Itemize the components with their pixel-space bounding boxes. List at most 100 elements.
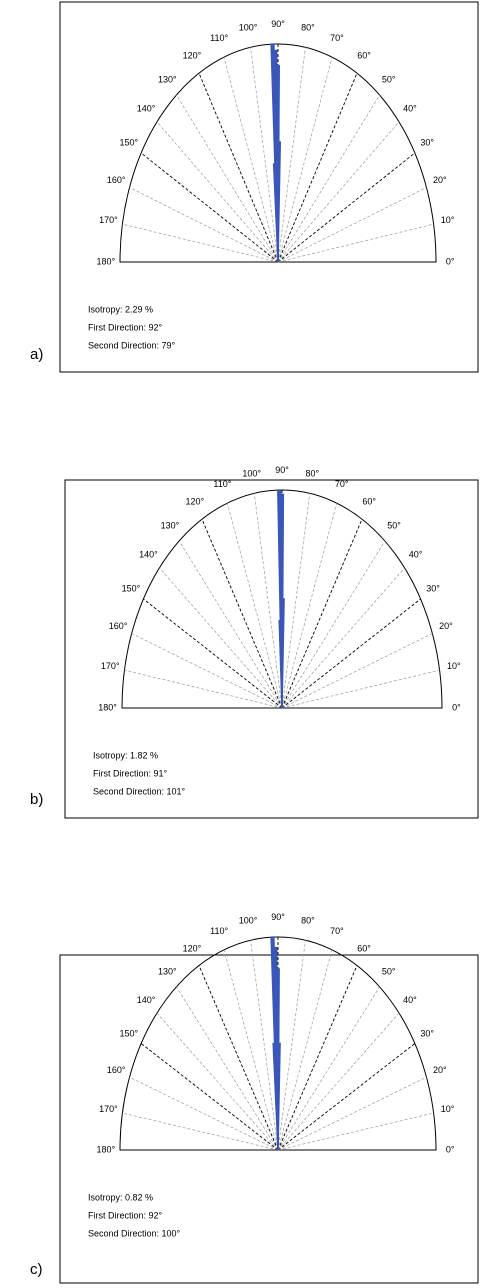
theta-tick-label: 100° xyxy=(239,22,258,32)
theta-tick-label: 60° xyxy=(362,497,376,507)
theta-tick-label: 40° xyxy=(409,550,423,560)
theta-tick-label: 30° xyxy=(426,584,440,594)
annotation: Second Direction: 79° xyxy=(88,340,176,350)
grid-line xyxy=(277,223,434,263)
grid-line xyxy=(277,1043,416,1151)
grid-line xyxy=(281,519,363,709)
theta-tick-label: 120° xyxy=(183,51,202,61)
grid-line xyxy=(277,73,358,263)
grid-line xyxy=(122,1112,279,1151)
annotation: Second Direction: 101° xyxy=(93,786,186,796)
grid-line xyxy=(253,493,283,709)
grid-line xyxy=(277,965,358,1151)
theta-tick-label: 60° xyxy=(357,51,371,61)
rose-wedge xyxy=(278,620,283,709)
theta-tick-label: 10° xyxy=(447,661,461,671)
grid-line xyxy=(223,57,279,263)
grid-line xyxy=(281,669,440,709)
grid-line xyxy=(124,669,283,709)
theta-tick-label: 0° xyxy=(446,256,455,266)
theta-tick-label: 70° xyxy=(330,926,344,936)
theta-tick-label: 120° xyxy=(185,497,204,507)
annotation: Second Direction: 100° xyxy=(88,1228,181,1238)
grid-line xyxy=(201,519,283,709)
annotation: Isotropy: 1.82 % xyxy=(93,750,158,760)
polar-outline xyxy=(121,489,443,709)
annotation: Isotropy: 2.29 % xyxy=(88,304,153,314)
theta-tick-label: 150° xyxy=(122,584,141,594)
theta-tick-label: 80° xyxy=(301,916,315,926)
theta-tick-label: 0° xyxy=(446,1144,455,1154)
grid-line xyxy=(277,121,400,263)
theta-tick-label: 130° xyxy=(161,520,180,530)
grid-line xyxy=(277,940,306,1151)
grid-line xyxy=(131,633,283,709)
theta-tick-label: 50° xyxy=(382,74,396,84)
theta-tick-label: 160° xyxy=(107,175,126,185)
grid-line xyxy=(178,540,283,709)
theta-tick-label: 170° xyxy=(101,661,120,671)
grid-line xyxy=(277,1012,400,1151)
theta-tick-label: 150° xyxy=(120,1028,139,1038)
theta-tick-label: 10° xyxy=(441,1104,455,1114)
grid-line xyxy=(277,949,333,1151)
grid-line xyxy=(176,986,279,1151)
theta-tick-label: 20° xyxy=(433,175,447,185)
panel-label: a) xyxy=(30,346,43,363)
theta-tick-label: 90° xyxy=(271,19,285,29)
theta-tick-label: 40° xyxy=(403,995,417,1005)
theta-tick-label: 40° xyxy=(403,104,417,114)
grid-line xyxy=(129,1076,279,1151)
grid-line xyxy=(198,965,279,1151)
theta-tick-label: 70° xyxy=(335,479,349,489)
grid-line xyxy=(281,503,338,709)
grid-line xyxy=(277,152,416,263)
theta-tick-label: 90° xyxy=(275,465,289,475)
theta-tick-label: 110° xyxy=(210,926,228,936)
grid-line xyxy=(277,57,333,263)
theta-tick-label: 90° xyxy=(271,912,285,922)
theta-tick-label: 50° xyxy=(382,967,396,977)
grid-line xyxy=(281,633,433,709)
grid-line xyxy=(156,121,279,263)
theta-tick-label: 180° xyxy=(96,1144,115,1154)
theta-tick-label: 140° xyxy=(137,995,156,1005)
grid-line xyxy=(198,73,279,263)
grid-line xyxy=(159,567,283,709)
theta-tick-label: 70° xyxy=(330,33,344,43)
theta-tick-label: 140° xyxy=(137,104,156,114)
theta-tick-label: 120° xyxy=(183,943,202,953)
theta-tick-label: 170° xyxy=(99,1104,118,1114)
theta-tick-label: 110° xyxy=(213,479,231,489)
polar-outline xyxy=(119,43,437,263)
grid-line xyxy=(140,152,279,263)
theta-tick-label: 10° xyxy=(441,215,455,225)
theta-tick-label: 160° xyxy=(109,621,128,631)
grid-line xyxy=(129,187,279,263)
panel-label: c) xyxy=(30,1261,43,1278)
theta-tick-label: 20° xyxy=(439,621,453,631)
panel-frame xyxy=(59,954,479,1284)
theta-tick-label: 100° xyxy=(239,916,258,926)
grid-line xyxy=(281,540,386,709)
theta-tick-label: 80° xyxy=(305,468,319,478)
theta-tick-label: 130° xyxy=(158,967,177,977)
theta-tick-label: 160° xyxy=(107,1065,126,1075)
theta-tick-label: 80° xyxy=(301,22,315,32)
theta-tick-label: 150° xyxy=(120,138,139,148)
theta-tick-label: 60° xyxy=(357,943,371,953)
annotation: First Direction: 92° xyxy=(88,1210,163,1220)
theta-tick-label: 0° xyxy=(452,702,461,712)
theta-tick-label: 130° xyxy=(158,74,177,84)
annotation: First Direction: 91° xyxy=(93,768,168,778)
grid-line xyxy=(277,47,306,263)
grid-line xyxy=(250,940,279,1151)
grid-line xyxy=(143,598,283,709)
theta-tick-label: 170° xyxy=(99,215,118,225)
grid-line xyxy=(226,503,283,709)
theta-tick-label: 100° xyxy=(242,468,261,478)
theta-tick-label: 180° xyxy=(98,702,117,712)
theta-tick-label: 30° xyxy=(420,138,434,148)
grid-line xyxy=(277,1076,427,1151)
